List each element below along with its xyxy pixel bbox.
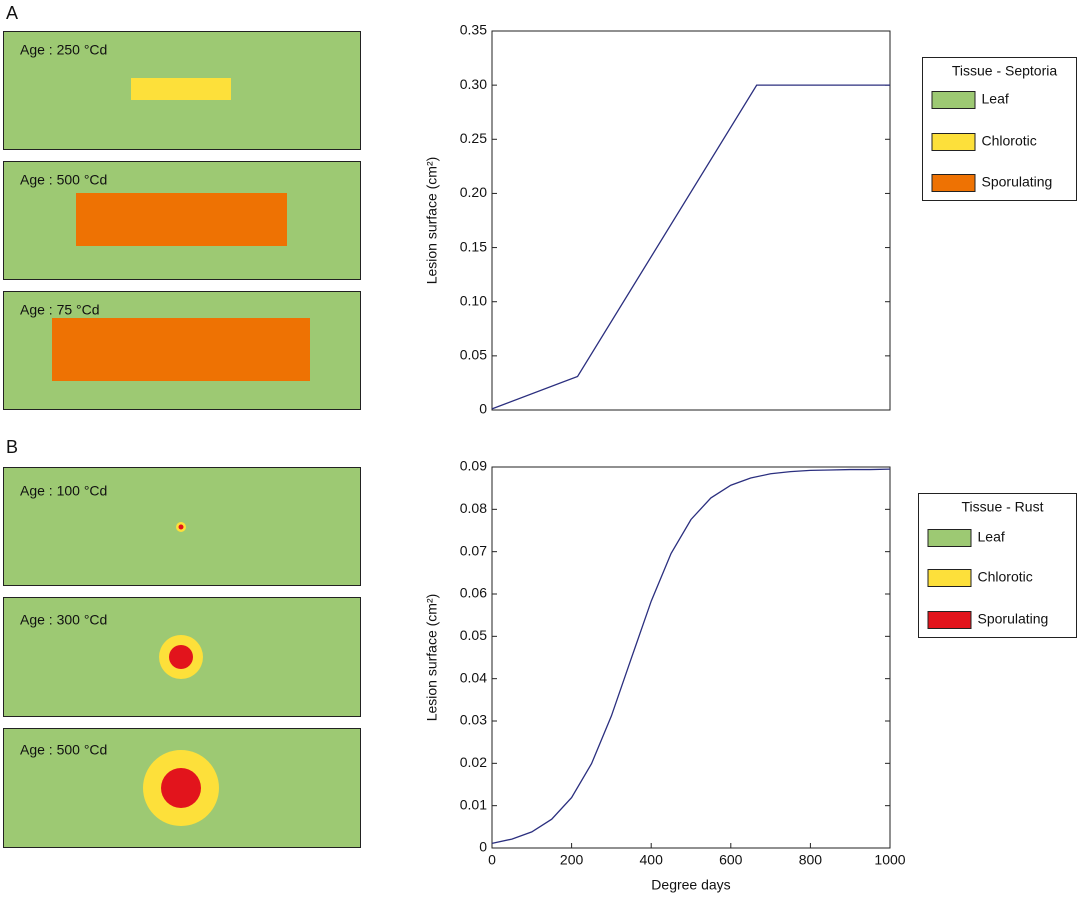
leaf-age: Age : 500 °Cd: [20, 742, 107, 758]
leaf-age: Age : 300 °Cd: [20, 612, 107, 628]
y-tick-label: 0.08: [460, 500, 487, 516]
y-tick-label: 0: [479, 839, 487, 855]
lesion: [52, 318, 310, 381]
line-series: [491, 84, 890, 410]
panel-label: A: [6, 3, 18, 23]
x-axis-label: Degree days: [651, 877, 730, 893]
legend-swatch: [931, 133, 976, 151]
y-tick-label: 0.35: [460, 22, 487, 38]
legend-label: Leaf: [978, 529, 1005, 545]
panel-label: B: [6, 437, 18, 457]
y-tick-label: 0.02: [460, 754, 487, 770]
y-tick-label: 0.05: [460, 347, 487, 363]
legend-label: Leaf: [982, 91, 1009, 107]
y-tick-label: 0.01: [460, 796, 487, 812]
y-tick-label: 0.03: [460, 712, 487, 728]
leaf-age: Age : 250 °Cd: [20, 42, 107, 58]
y-tick-label: 0.05: [460, 627, 487, 643]
lesion: [76, 193, 287, 246]
x-tick-label: 600: [719, 852, 743, 868]
legend-label: Chlorotic: [982, 133, 1037, 149]
y-axis-label: Lesion surface (cm²): [424, 594, 440, 722]
legend-label: Chlorotic: [978, 569, 1033, 585]
y-tick-label: 0.25: [460, 130, 487, 146]
y-axis-label: Lesion surface (cm²): [424, 157, 440, 285]
lesion: [169, 645, 193, 669]
x-tick-label: 800: [799, 852, 823, 868]
plot-frame: [491, 466, 891, 849]
x-tick-label: 0: [488, 852, 496, 868]
legend-swatch: [927, 611, 972, 629]
legend-swatch: [931, 91, 976, 109]
y-tick-label: 0.15: [460, 238, 487, 254]
legend-title: Tissue - Rust: [962, 499, 1044, 515]
y-tick-label: 0.20: [460, 184, 487, 200]
y-tick-label: 0.30: [460, 76, 487, 92]
lesion: [161, 768, 201, 808]
leaf-age: Age : 75 °Cd: [20, 302, 100, 318]
leaf-age: Age : 500 °Cd: [20, 172, 107, 188]
lesion: [178, 524, 184, 530]
y-tick-label: 0.10: [460, 292, 487, 308]
legend-label: Sporulating: [982, 174, 1053, 190]
line-series: [491, 468, 891, 844]
legend-title: Tissue - Septoria: [952, 63, 1058, 79]
y-tick-label: 0.04: [460, 669, 487, 685]
x-tick-label: 1000: [874, 852, 905, 868]
x-tick-label: 200: [560, 852, 584, 868]
lesion: [131, 78, 231, 100]
y-tick-label: 0: [479, 401, 487, 417]
leaf-age: Age : 100 °Cd: [20, 483, 107, 499]
legend-swatch: [931, 174, 976, 192]
legend-label: Sporulating: [978, 611, 1049, 627]
legend-swatch: [927, 529, 972, 547]
legend-swatch: [927, 569, 972, 587]
y-tick-label: 0.06: [460, 585, 487, 601]
plot-frame: [491, 30, 891, 411]
y-tick-label: 0.09: [460, 458, 487, 474]
x-tick-label: 400: [640, 852, 664, 868]
leaf-panels: [3, 31, 361, 848]
y-tick-label: 0.07: [460, 542, 487, 558]
